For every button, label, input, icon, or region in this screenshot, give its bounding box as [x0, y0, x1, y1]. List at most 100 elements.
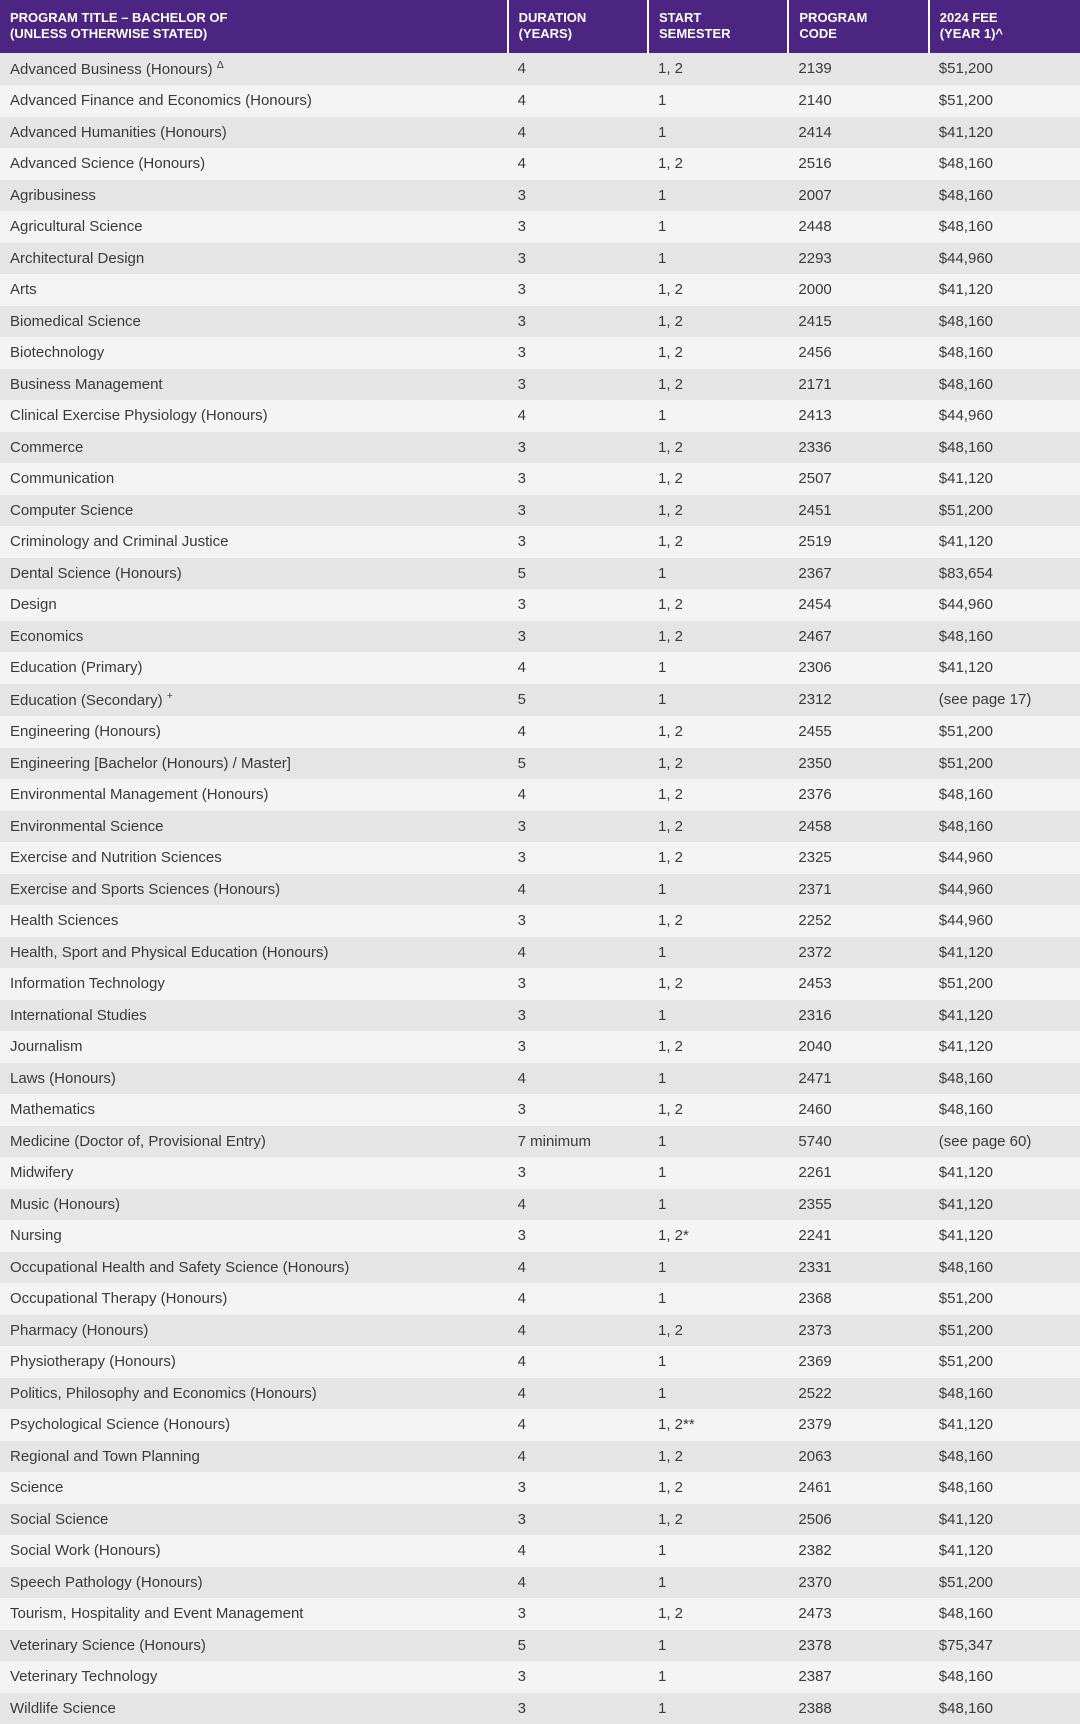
cell-duration: 4 [508, 148, 648, 180]
cell-start: 1 [648, 1283, 788, 1315]
cell-code: 2378 [788, 1630, 928, 1662]
cell-start: 1 [648, 558, 788, 590]
cell-code: 2040 [788, 1031, 928, 1063]
cell-fee: $41,120 [929, 1535, 1080, 1567]
table-row: Exercise and Nutrition Sciences31, 22325… [0, 842, 1080, 874]
table-header: PROGRAM TITLE – BACHELOR OF(UNLESS OTHER… [0, 0, 1080, 53]
cell-start: 1, 2 [648, 748, 788, 780]
cell-fee: $44,960 [929, 400, 1080, 432]
cell-start: 1, 2 [648, 968, 788, 1000]
cell-duration: 3 [508, 1220, 648, 1252]
cell-duration: 3 [508, 243, 648, 275]
cell-start: 1 [648, 243, 788, 275]
cell-duration: 7 minimum [508, 1126, 648, 1158]
cell-title: Education (Secondary) + [0, 684, 508, 717]
cell-title: Dental Science (Honours) [0, 558, 508, 590]
cell-code: 2522 [788, 1378, 928, 1410]
cell-start: 1 [648, 400, 788, 432]
cell-code: 2007 [788, 180, 928, 212]
table-row: Advanced Science (Honours)41, 22516$48,1… [0, 148, 1080, 180]
title-superscript: Δ [217, 59, 224, 71]
table-row: Laws (Honours)412471$48,160 [0, 1063, 1080, 1095]
cell-code: 2453 [788, 968, 928, 1000]
cell-start: 1, 2 [648, 842, 788, 874]
cell-start: 1, 2 [648, 526, 788, 558]
cell-title: Advanced Science (Honours) [0, 148, 508, 180]
cell-fee: $48,160 [929, 1063, 1080, 1095]
cell-title: Occupational Therapy (Honours) [0, 1283, 508, 1315]
cell-start: 1, 2 [648, 369, 788, 401]
col-header-code: PROGRAMCODE [788, 0, 928, 53]
cell-title: Agribusiness [0, 180, 508, 212]
cell-start: 1 [648, 117, 788, 149]
cell-start: 1, 2 [648, 495, 788, 527]
cell-fee: $48,160 [929, 779, 1080, 811]
cell-start: 1, 2 [648, 1598, 788, 1630]
cell-title: Engineering [Bachelor (Honours) / Master… [0, 748, 508, 780]
cell-title: Health Sciences [0, 905, 508, 937]
cell-title: Social Work (Honours) [0, 1535, 508, 1567]
cell-duration: 3 [508, 589, 648, 621]
cell-code: 2139 [788, 53, 928, 86]
cell-code: 2355 [788, 1189, 928, 1221]
table-row: Economics31, 22467$48,160 [0, 621, 1080, 653]
cell-fee: $41,120 [929, 1000, 1080, 1032]
cell-duration: 3 [508, 526, 648, 558]
cell-duration: 3 [508, 1693, 648, 1724]
cell-start: 1, 2 [648, 1031, 788, 1063]
cell-duration: 3 [508, 274, 648, 306]
cell-duration: 5 [508, 748, 648, 780]
cell-duration: 4 [508, 1283, 648, 1315]
cell-title: Information Technology [0, 968, 508, 1000]
table-row: Engineering (Honours)41, 22455$51,200 [0, 716, 1080, 748]
cell-fee: $51,200 [929, 968, 1080, 1000]
cell-fee: $48,160 [929, 180, 1080, 212]
cell-fee: $51,200 [929, 748, 1080, 780]
cell-duration: 4 [508, 400, 648, 432]
cell-start: 1 [648, 85, 788, 117]
cell-duration: 3 [508, 432, 648, 464]
col-header-title: PROGRAM TITLE – BACHELOR OF(UNLESS OTHER… [0, 0, 508, 53]
cell-title: Social Science [0, 1504, 508, 1536]
table-row: Music (Honours)412355$41,120 [0, 1189, 1080, 1221]
cell-fee: $51,200 [929, 1315, 1080, 1347]
cell-fee: $44,960 [929, 874, 1080, 906]
cell-code: 2506 [788, 1504, 928, 1536]
cell-start: 1, 2 [648, 1472, 788, 1504]
cell-fee: $48,160 [929, 1378, 1080, 1410]
cell-title: Tourism, Hospitality and Event Managemen… [0, 1598, 508, 1630]
cell-code: 2414 [788, 117, 928, 149]
cell-duration: 4 [508, 652, 648, 684]
cell-duration: 3 [508, 180, 648, 212]
cell-start: 1, 2 [648, 1441, 788, 1473]
cell-code: 2413 [788, 400, 928, 432]
cell-duration: 3 [508, 811, 648, 843]
cell-code: 2507 [788, 463, 928, 495]
cell-title: Occupational Health and Safety Science (… [0, 1252, 508, 1284]
cell-fee: $51,200 [929, 495, 1080, 527]
cell-duration: 3 [508, 369, 648, 401]
cell-code: 2372 [788, 937, 928, 969]
cell-code: 2376 [788, 779, 928, 811]
cell-fee: $41,120 [929, 526, 1080, 558]
cell-start: 1 [648, 652, 788, 684]
cell-fee: $48,160 [929, 1252, 1080, 1284]
cell-start: 1 [648, 1063, 788, 1095]
cell-title: Environmental Management (Honours) [0, 779, 508, 811]
cell-title: Biotechnology [0, 337, 508, 369]
cell-code: 2350 [788, 748, 928, 780]
cell-fee: $41,120 [929, 1220, 1080, 1252]
cell-fee: $41,120 [929, 274, 1080, 306]
cell-start: 1 [648, 1630, 788, 1662]
cell-fee: $41,120 [929, 1157, 1080, 1189]
table-row: Psychological Science (Honours)41, 2**23… [0, 1409, 1080, 1441]
cell-fee: $48,160 [929, 1693, 1080, 1724]
cell-start: 1, 2 [648, 274, 788, 306]
cell-code: 2370 [788, 1567, 928, 1599]
cell-fee: $48,160 [929, 811, 1080, 843]
cell-start: 1, 2** [648, 1409, 788, 1441]
cell-start: 1 [648, 1000, 788, 1032]
cell-duration: 3 [508, 1031, 648, 1063]
cell-title: Speech Pathology (Honours) [0, 1567, 508, 1599]
cell-title: Politics, Philosophy and Economics (Hono… [0, 1378, 508, 1410]
